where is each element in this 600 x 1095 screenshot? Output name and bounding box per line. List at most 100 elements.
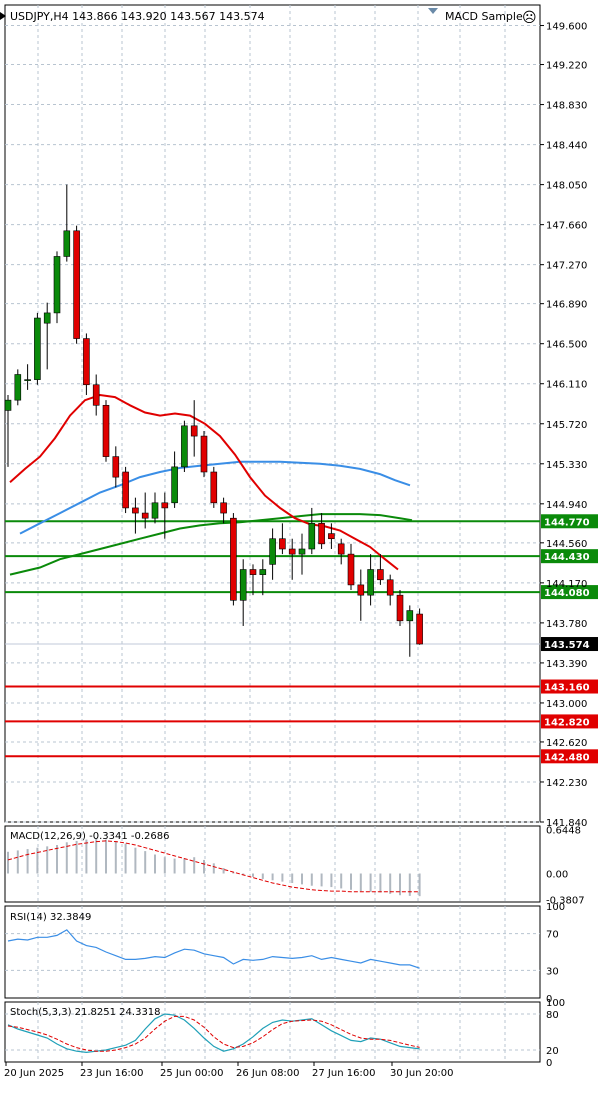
price-tick-label: 149.220 bbox=[546, 61, 587, 72]
rsi-tick-label: 0 bbox=[546, 994, 552, 1005]
stoch-tick-label: 100 bbox=[546, 998, 565, 1009]
scroll-left-icon[interactable] bbox=[0, 12, 6, 20]
chart-shift-icon[interactable] bbox=[428, 8, 438, 14]
rsi-line bbox=[7, 929, 420, 969]
stoch-panel-frame bbox=[4, 1001, 541, 1063]
candle-body bbox=[92, 384, 100, 406]
grid-layer bbox=[4, 4, 541, 823]
candle-body bbox=[63, 230, 71, 257]
stoch-d-line bbox=[7, 1015, 420, 1052]
stoch-tick-label: 80 bbox=[546, 1010, 559, 1021]
panel-layer bbox=[4, 825, 541, 1063]
candle-body bbox=[102, 404, 110, 457]
candle-body bbox=[406, 610, 414, 622]
candle-body bbox=[377, 569, 384, 581]
candle-body bbox=[210, 471, 218, 504]
candle-body bbox=[24, 379, 31, 381]
level-label: 144.430 bbox=[544, 552, 590, 563]
level-label-box bbox=[541, 749, 598, 764]
candle-body bbox=[122, 471, 129, 509]
price-tick-label: 142.620 bbox=[546, 738, 587, 749]
candle-body bbox=[112, 456, 120, 478]
price-tick-label: 143.390 bbox=[546, 659, 587, 670]
price-tick-label: 144.560 bbox=[546, 539, 587, 550]
macd-tick-label: -0.3807 bbox=[546, 895, 585, 906]
candle-body bbox=[43, 312, 51, 324]
macd-title: MACD(12,26,9) -0.3341 -0.2686 bbox=[10, 831, 170, 842]
symbol-info: USDJPY,H4 143.866 143.920 143.567 143.57… bbox=[10, 10, 265, 23]
candle-body bbox=[416, 613, 423, 645]
time-tick-label: 25 Jun 00:00 bbox=[160, 1068, 224, 1079]
candle-body bbox=[396, 594, 404, 622]
candle-body bbox=[279, 538, 286, 550]
time-tick-label: 30 Jun 20:00 bbox=[390, 1068, 454, 1079]
candle-body bbox=[337, 543, 345, 555]
candle-body bbox=[151, 502, 159, 519]
expert-status-icon[interactable]: ☹ bbox=[522, 10, 537, 26]
candle-body bbox=[14, 374, 22, 401]
ma-slow-line bbox=[19, 460, 411, 535]
candle-body bbox=[328, 533, 335, 540]
level-label-box bbox=[541, 549, 598, 564]
current-price-label: 143.574 bbox=[544, 640, 590, 651]
macd-panel-frame bbox=[4, 825, 541, 903]
candle-body bbox=[171, 466, 178, 504]
candle-body bbox=[53, 256, 61, 314]
price-tick-label: 148.830 bbox=[546, 101, 587, 112]
price-tick-label: 144.170 bbox=[546, 579, 587, 590]
stoch-title: Stoch(5,3,3) 21.8251 24.3318 bbox=[10, 1007, 161, 1018]
level-label: 142.480 bbox=[544, 752, 590, 763]
level-label: 142.820 bbox=[544, 717, 590, 728]
level-label-box bbox=[541, 514, 598, 529]
indicator-name: MACD Sample bbox=[445, 10, 523, 23]
candle-body bbox=[259, 569, 267, 575]
rsi-panel-frame bbox=[4, 905, 541, 999]
candle-body bbox=[161, 502, 169, 509]
price-tick-label: 141.840 bbox=[546, 818, 587, 829]
ma-fast-line bbox=[9, 393, 399, 571]
price-tick-label: 143.000 bbox=[546, 699, 587, 710]
candle-body bbox=[318, 523, 325, 545]
price-tick-label: 148.440 bbox=[546, 141, 587, 152]
price-tick-label: 144.940 bbox=[546, 500, 587, 511]
candle-body bbox=[298, 548, 306, 555]
price-tick-label: 145.720 bbox=[546, 420, 587, 431]
level-label: 143.160 bbox=[544, 683, 590, 694]
stoch-k-line bbox=[7, 1013, 420, 1054]
main-panel-frame bbox=[4, 4, 541, 823]
candle-layer bbox=[4, 184, 423, 657]
candle-body bbox=[357, 584, 365, 596]
ma-green-line bbox=[9, 513, 413, 576]
candle-body bbox=[141, 512, 149, 519]
rsi-tick-label: 30 bbox=[546, 966, 559, 977]
candle-body bbox=[200, 435, 208, 473]
price-tick-label: 145.330 bbox=[546, 460, 587, 471]
price-tick-label: 147.660 bbox=[546, 221, 587, 232]
level-label: 144.770 bbox=[544, 517, 590, 528]
candle-body bbox=[347, 553, 355, 586]
price-tick-label: 146.500 bbox=[546, 340, 587, 351]
level-label: 144.080 bbox=[544, 588, 590, 599]
price-tick-label: 148.050 bbox=[546, 181, 587, 192]
macd-tick-label: 0.6448 bbox=[546, 826, 581, 837]
price-tick-label: 146.890 bbox=[546, 300, 587, 311]
time-tick-label: 20 Jun 2025 bbox=[4, 1068, 64, 1079]
level-label-box bbox=[541, 585, 598, 600]
level-layer: 144.770 144.430 144.080 143.160 142.820 142.4… bbox=[5, 514, 598, 764]
candle-body bbox=[230, 517, 237, 601]
candle-body bbox=[269, 538, 276, 565]
time-tick-label: 27 Jun 16:00 bbox=[312, 1068, 376, 1079]
price-tick-label: 143.780 bbox=[546, 619, 587, 630]
time-tick-label: 23 Jun 16:00 bbox=[80, 1068, 144, 1079]
candle-body bbox=[132, 507, 139, 514]
macd-tick-label: 0.00 bbox=[546, 870, 568, 881]
candle-body bbox=[220, 502, 227, 514]
candle-body bbox=[308, 523, 316, 550]
rsi-title: RSI(14) 32.3849 bbox=[10, 912, 91, 923]
price-tick-label: 147.270 bbox=[546, 261, 587, 272]
rsi-tick-label: 70 bbox=[546, 930, 559, 941]
stoch-tick-label: 0 bbox=[546, 1058, 552, 1069]
stoch-tick-label: 20 bbox=[546, 1046, 559, 1057]
level-label-box bbox=[541, 714, 598, 729]
